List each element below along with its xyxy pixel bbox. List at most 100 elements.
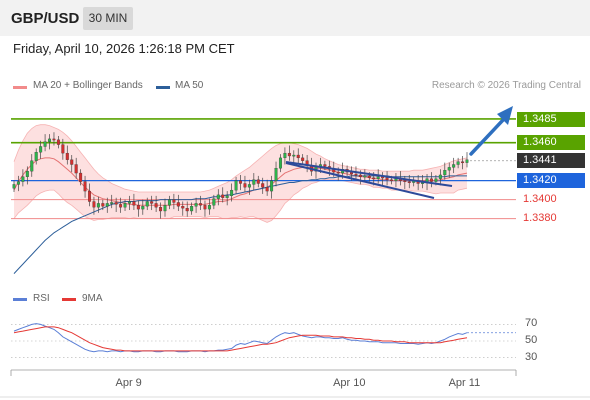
candle-body [247, 184, 251, 188]
level-badge-current: 1.3441 [517, 153, 585, 169]
credit-label: Research © 2026 Trading Central [431, 80, 581, 91]
candle-body [88, 190, 91, 202]
bollinger-upper [13, 124, 468, 193]
candle-body [176, 202, 180, 207]
candle-body [43, 141, 47, 147]
candle-body [123, 203, 127, 208]
candle-body [159, 207, 163, 212]
x-tick-label: Apr 9 [115, 377, 142, 389]
candle-body [212, 198, 216, 206]
candle-body [185, 208, 189, 212]
candle-body [21, 176, 25, 182]
channel-lower-line [285, 162, 435, 199]
candle-body [385, 177, 389, 180]
candle-body [354, 173, 358, 176]
rsi-legend-swatch [13, 298, 27, 301]
candle-body [52, 138, 56, 141]
forecast-arrow-shaft [469, 118, 505, 156]
candle-body [429, 178, 433, 182]
candle-body [154, 203, 158, 208]
rsi-tick-label: 70 [525, 317, 538, 330]
candle-body [270, 180, 274, 192]
candle-body [30, 160, 34, 172]
candle-body [96, 203, 100, 208]
candle-body [132, 201, 136, 206]
x-tick-label: Apr 10 [333, 377, 366, 389]
candle-body [39, 146, 43, 153]
candle-body [390, 179, 393, 182]
candle-body [461, 161, 465, 164]
candle-body [225, 195, 229, 198]
candle-body [230, 189, 234, 196]
candle-body [92, 201, 96, 208]
candle-body [336, 171, 340, 174]
candle-body [452, 164, 456, 168]
level-badge-support: 1.3400 [523, 193, 557, 206]
candle-body [367, 175, 371, 178]
candle-body [127, 201, 131, 204]
level-badge-resistance: 1.3485 [517, 111, 585, 127]
candle-body [163, 205, 167, 212]
candle-body [110, 202, 114, 204]
candle-body [199, 203, 203, 206]
candle-body [283, 152, 287, 159]
rsi-legend-label: RSI [33, 293, 50, 304]
chart-header: GBP/USD 30 MIN [0, 0, 590, 36]
candle-body [167, 199, 171, 206]
candle-body [447, 167, 451, 171]
candle-body [443, 170, 447, 176]
candle-body [358, 174, 362, 177]
candle-body [456, 161, 460, 165]
candle-body [70, 159, 74, 165]
candle-body [65, 152, 69, 160]
candle-body [172, 199, 176, 203]
candle-body [278, 157, 282, 169]
candle-body [261, 183, 265, 188]
candle-body [83, 181, 87, 192]
candle-body [114, 202, 118, 205]
candle-body [105, 203, 109, 207]
candle-body [403, 180, 407, 182]
channel-upper-line [285, 161, 453, 187]
level-badge-support: 1.3380 [523, 212, 557, 225]
candle-body [221, 194, 225, 198]
candle-body [252, 179, 256, 185]
candle-body [256, 179, 260, 184]
level-badge-pivot: 1.3420 [517, 173, 585, 189]
rsi-ma-legend-label: 9MA [82, 293, 103, 304]
candle-body [150, 201, 154, 204]
candle-body [194, 203, 198, 207]
candle-body [234, 180, 238, 191]
candle-body [372, 177, 376, 180]
datetime-label: Friday, April 10, 2026 1:26:18 PM CET [13, 41, 235, 56]
candle-body [363, 175, 367, 178]
x-tick-label: Apr 11 [448, 377, 481, 389]
candle-body [287, 152, 291, 157]
candle-body [34, 152, 38, 161]
candle-body [74, 164, 78, 174]
rsi-ma-legend-swatch [62, 298, 76, 301]
candle-body [61, 144, 65, 154]
candle-body [48, 138, 52, 142]
level-badge-resistance: 1.3460 [517, 135, 585, 151]
candle-body [181, 206, 185, 209]
symbol-label: GBP/USD [11, 10, 80, 27]
candle-body [438, 174, 442, 179]
candle-body [216, 194, 220, 199]
candle-body [274, 168, 278, 181]
timeframe-button[interactable]: 30 MIN [83, 7, 133, 30]
candle-body [434, 178, 438, 182]
rsi-tick-label: 50 [525, 334, 538, 346]
rsi-tick-label: 30 [525, 350, 538, 363]
candle-body [265, 187, 269, 192]
candle-body [207, 205, 211, 210]
candle-body [79, 172, 83, 182]
ma20-legend-swatch [13, 86, 27, 89]
rsi-series-9ma [13, 326, 468, 352]
candle-body [203, 205, 207, 210]
ma20-legend-label: MA 20 + Bollinger Bands [33, 80, 143, 91]
candle-body [12, 184, 16, 189]
candle-body [465, 159, 469, 163]
rsi-series-rsi [13, 323, 468, 353]
candle-body [243, 183, 247, 188]
